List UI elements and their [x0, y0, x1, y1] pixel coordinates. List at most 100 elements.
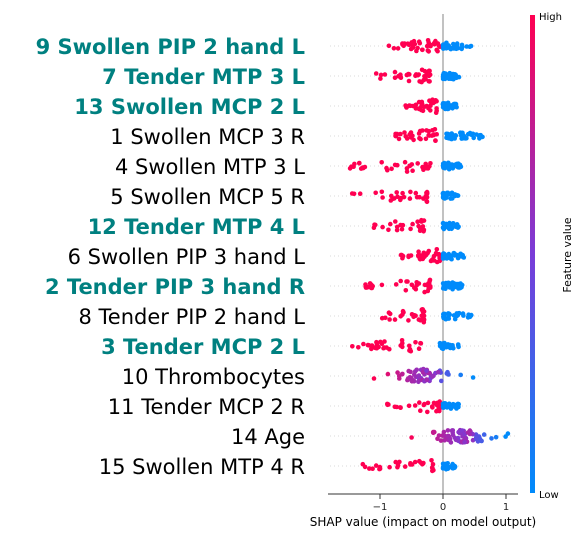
colorbar-low-label: Low — [539, 490, 559, 501]
shap-point-high — [394, 131, 400, 137]
shap-point — [435, 369, 441, 375]
shap-point — [400, 371, 405, 377]
shap-point-high — [356, 345, 361, 350]
shap-point-high — [426, 49, 432, 54]
shap-point-high — [401, 310, 406, 315]
shap-point-low — [464, 135, 469, 141]
colorbar-high-label: High — [539, 12, 562, 23]
shap-point-high — [422, 401, 427, 407]
shap-point-low — [446, 166, 452, 171]
shap-point-high — [412, 403, 418, 408]
shap-point-high — [398, 278, 404, 284]
shap-point-high — [349, 191, 355, 196]
shap-point-high — [394, 224, 400, 230]
shap-point-high — [408, 130, 414, 135]
shap-point-high — [421, 319, 427, 325]
shap-point-low — [447, 161, 452, 167]
shap-point-high — [387, 464, 392, 470]
shap-point-low — [452, 73, 458, 78]
shap-point-high — [411, 137, 416, 143]
shap-point-low — [445, 100, 451, 106]
shap-point-high — [413, 102, 419, 108]
shap-point-high — [430, 405, 435, 410]
shap-point-low — [454, 43, 460, 48]
shap-point-high — [400, 190, 405, 196]
shap-point-high — [404, 136, 410, 141]
shap-point — [462, 436, 468, 441]
shap-point-high — [399, 226, 405, 232]
shap-point-high — [429, 458, 434, 463]
shap-point-high — [407, 347, 413, 352]
shap-point-high — [421, 250, 427, 256]
x-axis-label: SHAP value (impact on model output) — [310, 515, 537, 529]
shap-point-high — [407, 343, 412, 349]
shap-point-low — [460, 133, 465, 138]
shap-point-high — [406, 78, 412, 84]
shap-point-high — [357, 191, 363, 196]
shap-point-high — [413, 105, 419, 111]
shap-point-high — [393, 282, 399, 287]
shap-point-high — [401, 194, 407, 200]
shap-point-high — [395, 46, 401, 51]
feature-label: 9 Swollen PIP 2 hand L — [36, 35, 305, 59]
shap-point-high — [415, 161, 421, 166]
shap-point — [503, 434, 508, 439]
shap-point-high — [427, 133, 432, 138]
shap-point-high — [427, 164, 432, 169]
shap-point — [474, 434, 479, 440]
shap-point — [470, 375, 476, 380]
shap-point-high — [398, 197, 403, 203]
shap-point-high — [413, 313, 418, 319]
shap-point-high — [416, 317, 422, 322]
shap-point-high — [416, 39, 422, 44]
shap-point-high — [394, 227, 400, 233]
shap-point-high — [412, 459, 418, 465]
shap-point — [467, 428, 473, 433]
shap-point-high — [433, 98, 438, 103]
shap-point — [409, 377, 414, 383]
shap-point — [439, 378, 444, 384]
shap-point — [445, 433, 451, 439]
shap-point-high — [402, 464, 408, 469]
shap-point-high — [419, 313, 425, 319]
shap-point-high — [369, 343, 375, 348]
shap-point-low — [469, 312, 474, 318]
shap-point-low — [458, 251, 463, 257]
shap-point-high — [398, 74, 404, 80]
shap-point-high — [423, 164, 428, 169]
shap-point-high — [421, 229, 426, 234]
shap-point-high — [397, 405, 403, 410]
shap-point-high — [423, 136, 429, 142]
shap-point-high — [422, 74, 427, 79]
shap-point-low — [441, 224, 447, 230]
shap-point-low — [448, 196, 454, 201]
shap-point-high — [387, 346, 392, 352]
shap-point-high — [426, 40, 432, 45]
shap-point-low — [452, 192, 458, 197]
shap-point-high — [420, 108, 426, 114]
shap-point-high — [424, 191, 430, 197]
shap-point-high — [392, 69, 398, 75]
shap-point — [438, 438, 444, 443]
shap-point-low — [455, 342, 461, 347]
shap-point-high — [433, 138, 438, 143]
shap-point-low — [440, 76, 446, 82]
shap-point-high — [402, 159, 408, 165]
shap-point — [409, 435, 414, 440]
shap-point-high — [407, 103, 412, 108]
shap-point — [493, 434, 499, 440]
shap-point-high — [349, 164, 354, 169]
shap-point-high — [362, 464, 368, 470]
shap-point — [444, 371, 450, 376]
shap-point-high — [408, 226, 413, 232]
shap-point-high — [403, 288, 409, 293]
feature-label: 8 Tender PIP 2 hand L — [78, 305, 305, 329]
shap-point-high — [418, 136, 423, 142]
shap-point-low — [480, 134, 485, 140]
shap-point-low — [467, 44, 473, 49]
shap-point-high — [410, 221, 415, 227]
shap-point — [430, 374, 435, 379]
shap-point-high — [418, 341, 424, 346]
shap-point-high — [397, 459, 402, 465]
